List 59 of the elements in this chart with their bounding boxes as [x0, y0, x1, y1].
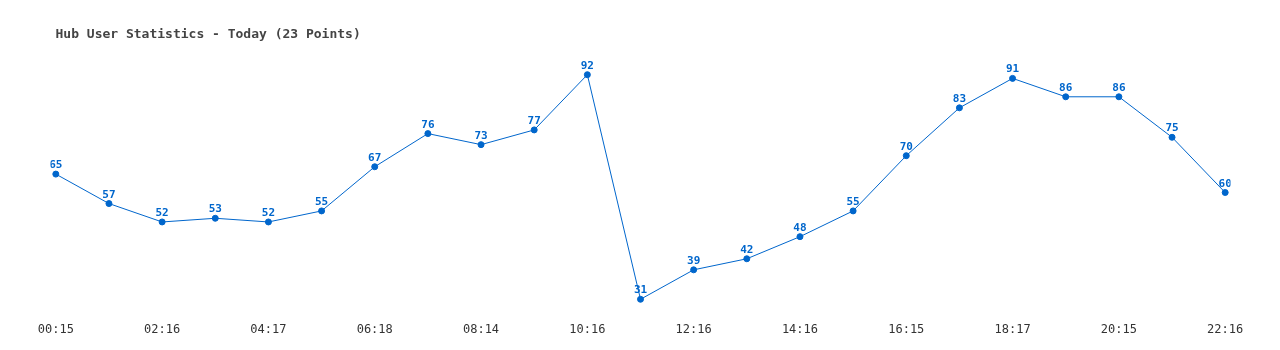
point [158, 218, 166, 226]
data-label: 77 [527, 113, 541, 127]
data-label: 53 [208, 202, 222, 216]
point [796, 233, 804, 241]
x-tick-label: 04:17 [250, 321, 287, 336]
point [318, 207, 326, 215]
data-label: 83 [952, 91, 967, 105]
data-label: 55 [314, 194, 329, 208]
data-label: 31 [633, 283, 648, 297]
point [637, 295, 644, 303]
point [477, 141, 485, 149]
x-tick-label: 14:16 [781, 321, 819, 336]
point [1115, 93, 1123, 101]
data-label: 75 [1165, 121, 1179, 135]
point [1168, 133, 1176, 141]
x-tick-label: 22:16 [1207, 321, 1244, 336]
data-label: 52 [155, 205, 169, 219]
chart-title: Hub User Statistics - Today (23 Points) [55, 25, 361, 41]
point [105, 200, 113, 208]
x-tick-label: 20:15 [1100, 321, 1137, 336]
point [583, 71, 591, 79]
point [1062, 93, 1070, 101]
point [211, 214, 219, 222]
data-label: 86 [1112, 80, 1126, 94]
data-label: 92 [580, 58, 594, 72]
point [264, 218, 272, 226]
point [371, 163, 379, 171]
data-label: 67 [368, 150, 382, 164]
point [1221, 189, 1229, 196]
point [690, 266, 698, 274]
data-label: 55 [846, 194, 860, 208]
point [1009, 74, 1017, 82]
point [743, 255, 751, 263]
x-tick-label: 10:16 [569, 321, 606, 336]
x-tick-label: 06:18 [356, 321, 393, 336]
x-tick-label: 12:16 [675, 321, 712, 336]
x-tick-label: 08:14 [462, 321, 500, 336]
point [52, 170, 60, 178]
point [902, 152, 910, 160]
data-label: 91 [1005, 62, 1020, 76]
data-label: 65 [49, 158, 63, 172]
point [955, 104, 963, 112]
data-label: 39 [687, 253, 701, 267]
x-tick-label: 16:15 [888, 321, 925, 336]
x-tick-label: 00:15 [37, 321, 74, 336]
data-label: 86 [1059, 80, 1073, 94]
data-label: 57 [102, 187, 116, 201]
data-label: 48 [793, 220, 807, 234]
x-tick-label: 02:16 [144, 321, 181, 336]
data-label: 42 [740, 242, 754, 256]
point [424, 130, 432, 138]
data-label: 76 [421, 117, 435, 131]
data-label: 73 [474, 128, 488, 142]
point [849, 207, 857, 215]
point [530, 126, 538, 134]
x-tick-label: 18:17 [994, 321, 1031, 336]
data-label: 52 [261, 205, 276, 219]
data-label: 70 [899, 139, 913, 153]
data-label: 60 [1218, 176, 1232, 190]
